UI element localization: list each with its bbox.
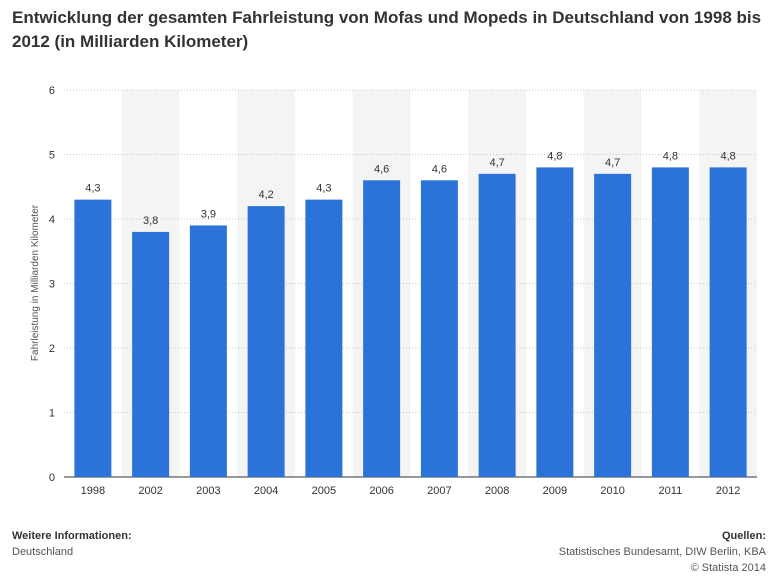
data-label: 4,7	[489, 157, 504, 169]
y-tick-label: 4	[49, 214, 55, 226]
data-label: 4,8	[547, 150, 562, 162]
x-tick-label: 2003	[196, 485, 220, 497]
bars	[74, 167, 747, 478]
bar	[651, 167, 689, 477]
bar	[305, 199, 343, 477]
x-tick-label: 2004	[254, 485, 278, 497]
bar	[420, 180, 458, 478]
data-label: 3,9	[201, 208, 216, 220]
sources-heading: Quellen:	[721, 530, 766, 542]
data-label: 4,6	[432, 163, 447, 175]
y-axis-ticks: 0 1 2 3 4 5 6	[49, 85, 55, 484]
x-tick-label: 2009	[543, 485, 567, 497]
info-heading: Weitere Informationen:	[12, 530, 132, 542]
data-label: 4,3	[316, 183, 331, 195]
copyright: © Statista 2014	[690, 562, 766, 574]
y-tick-label: 2	[49, 343, 55, 355]
data-label: 4,6	[374, 163, 389, 175]
bar	[536, 167, 574, 477]
bar	[132, 231, 170, 477]
bar	[594, 173, 632, 477]
sources-text: Statistisches Bundesamt, DIW Berlin, KBA	[558, 546, 766, 558]
x-tick-label: 1998	[81, 485, 105, 497]
info-text: Deutschland	[12, 546, 74, 558]
data-labels: 4,3 3,8 3,9 4,2 4,3 4,6 4,6 4,7 4,8 4,7 4,8 4,8	[85, 150, 736, 227]
y-tick-label: 3	[49, 279, 55, 291]
x-tick-label: 2011	[659, 485, 683, 497]
x-tick-label: 2008	[485, 485, 509, 497]
y-tick-label: 0	[49, 472, 55, 484]
y-tick-label: 6	[49, 85, 55, 97]
x-axis-ticks: 1998 2002 2003 2004 2005 2006 2007 2008 2009 2010…	[81, 485, 741, 497]
data-label: 4,2	[258, 189, 273, 201]
chart-title: Entwicklung der gesamten Fahrleistung vo…	[12, 8, 762, 51]
x-tick-label: 2012	[716, 485, 740, 497]
y-axis-label: Fahrleistung in Milliarden Kilometer	[30, 204, 41, 361]
y-tick-label: 5	[49, 150, 55, 162]
y-tick-label: 1	[49, 408, 55, 420]
footer-info: Weitere Informationen: Deutschland	[12, 528, 132, 560]
footer-sources: Quellen: Statistisches Bundesamt, DIW Be…	[559, 528, 766, 576]
x-tick-label: 2007	[427, 485, 451, 497]
gridlines	[64, 89, 757, 478]
bar	[189, 225, 227, 477]
data-label: 4,8	[720, 150, 735, 162]
data-label: 4,7	[605, 157, 620, 169]
bar	[709, 167, 747, 477]
bar	[478, 173, 516, 477]
x-tick-label: 2002	[138, 485, 162, 497]
data-label: 3,8	[143, 215, 158, 227]
bar	[74, 199, 112, 477]
bar	[247, 206, 285, 477]
data-label: 4,8	[663, 150, 678, 162]
x-tick-label: 2006	[369, 485, 393, 497]
x-tick-label: 2005	[312, 485, 336, 497]
bar	[363, 180, 401, 478]
data-label: 4,3	[85, 183, 100, 195]
x-tick-label: 2010	[600, 485, 624, 497]
